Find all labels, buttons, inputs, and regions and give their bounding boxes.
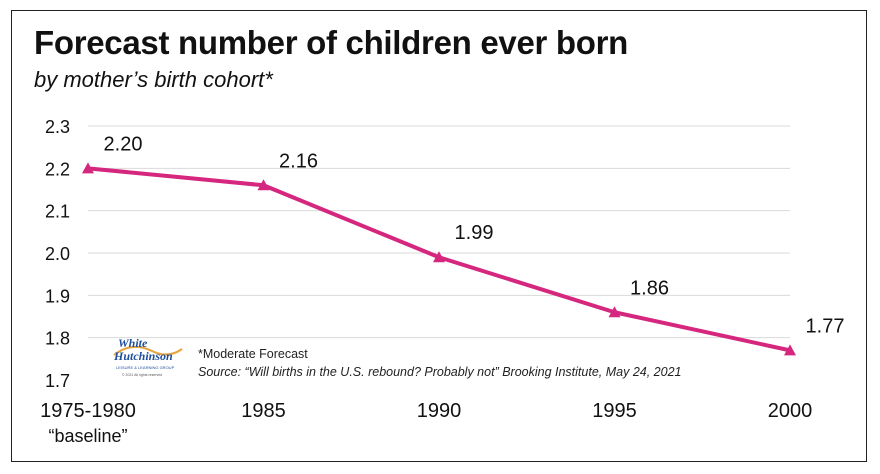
series-markers [82,162,796,356]
data-point-marker [257,179,270,191]
data-label: 1.77 [806,315,845,337]
logo-tagline: LEISURE & LEARNING GROUP [116,365,175,370]
y-tick-label: 2.3 [45,117,70,137]
y-tick-label: 2.0 [45,244,70,264]
y-tick-label: 1.9 [45,286,70,306]
data-point-marker [608,306,621,318]
grid-lines [88,125,790,339]
x-tick-label: 1975-1980 [40,400,136,422]
data-labels: 2.20 2.16 1.99 1.86 1.77 [104,133,845,337]
chart-frame [11,10,867,462]
y-tick-label: 2.2 [45,159,70,179]
data-label: 2.20 [104,133,143,155]
chart-footnote: *Moderate Forecast Source: “Will births … [198,345,681,381]
data-point-marker [784,344,796,356]
white-hutchinson-logo: White Hutchinson LEISURE & LEARNING GROU… [113,336,183,377]
y-tick-label: 1.8 [45,329,70,349]
data-label: 2.16 [279,150,318,172]
data-point-marker [82,162,94,174]
logo-line1: White [118,336,148,350]
y-tick-label: 2.1 [45,202,70,222]
logo-line2: Hutchinson [113,349,173,363]
x-tick-label: 1990 [417,400,462,422]
x-tick-label: 1995 [592,400,637,422]
y-tick-label: 1.7 [45,371,70,391]
chart-title: Forecast number of children ever born [34,24,629,61]
x-tick-label: 1985 [241,400,286,422]
y-tick-labels: 1.7 1.8 1.9 2.0 2.1 2.2 2.3 [45,117,70,391]
x-tick-sublabel: “baseline” [48,426,127,446]
data-point-marker [433,251,445,263]
chart-subtitle: by mother’s birth cohort* [34,67,273,92]
logo-copyright: © 2021 All rights reserved [122,373,162,377]
footnote-note: *Moderate Forecast [198,347,308,361]
x-tick-label: 2000 [768,400,813,422]
footnote-source: Source: “Will births in the U.S. rebound… [198,365,682,379]
data-label: 1.99 [455,222,494,244]
x-tick-labels: 1975-1980 “baseline” 1985 1990 1995 2000 [40,400,812,446]
data-label: 1.86 [630,277,669,299]
